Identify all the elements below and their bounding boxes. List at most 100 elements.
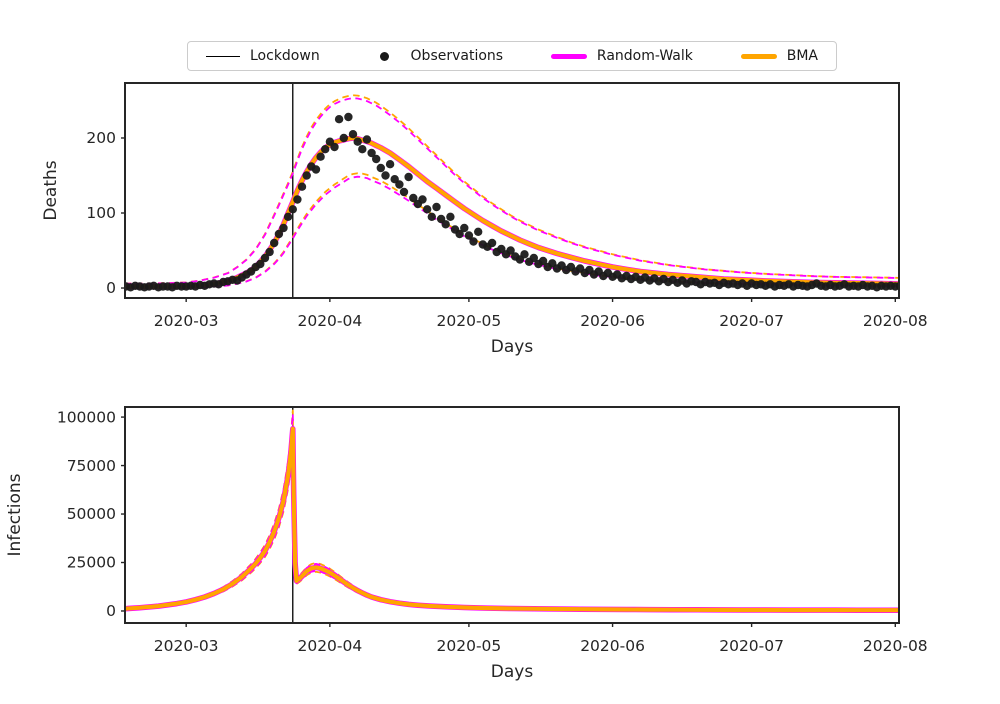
y-tick-label: 25000 [67, 554, 116, 572]
observation-dot [358, 145, 367, 154]
y-axis-label: Deaths [41, 160, 61, 220]
x-tick-label: 2020-04 [297, 312, 362, 330]
legend-label-lockdown: Lockdown [250, 48, 320, 64]
x-tick-label: 2020-03 [154, 637, 219, 655]
observation-dot [362, 135, 372, 144]
observation-dot [404, 172, 413, 182]
y-tick-label: 100 [86, 204, 116, 222]
observation-dot [270, 238, 279, 248]
legend-label-bma: BMA [786, 48, 818, 64]
x-tick-label: 2020-06 [580, 637, 645, 655]
observation-dot [302, 171, 311, 180]
observation-dot [288, 205, 297, 214]
observation-dot [464, 231, 474, 240]
series-bma-mean [125, 426, 899, 613]
observation-dot [474, 227, 483, 236]
observation-dot [297, 182, 307, 191]
observation-dot [348, 130, 358, 139]
observation-dot [432, 202, 441, 212]
observation-dot [274, 229, 284, 239]
series-random-walk-mean [125, 135, 899, 290]
observation-dot [256, 259, 265, 269]
observation-dot [469, 237, 478, 246]
legend: Lockdown Observations Random-Walk BMA [187, 41, 837, 71]
axes-frame [124, 406, 900, 624]
legend-item-lockdown: Lockdown [206, 48, 320, 64]
deaths-chart: 2020-03 2020-04 2020-05 2020-06 2020-07 2020-… [41, 82, 928, 357]
y-axis-label: Infections [5, 473, 25, 556]
observation-dot [446, 212, 455, 221]
x-tick-label: 2020-08 [863, 312, 928, 330]
observation-dot [283, 212, 293, 221]
x-axis-label: Days [491, 337, 534, 357]
observation-dot [353, 137, 362, 146]
y-tick-label: 100000 [57, 408, 116, 426]
x-tick-label: 2020-08 [863, 637, 928, 655]
observation-dot [395, 180, 404, 189]
y-tick-label: 50000 [67, 505, 116, 523]
series-bma-lower-95-bound [125, 172, 899, 289]
observation-dot [344, 112, 353, 122]
observation-dot [506, 246, 515, 255]
x-tick-label: 2020-03 [154, 312, 219, 330]
series-random-walk-lower-95-bound [125, 175, 899, 289]
legend-item-random-walk: Random-Walk [550, 48, 693, 64]
observation-dot [381, 171, 390, 180]
series-random-walk-upper-95-bound [125, 97, 899, 285]
observation-dot [487, 238, 497, 248]
y-tick-label: 0 [106, 279, 116, 297]
observation-dot [279, 223, 288, 233]
y-tick-label: 0 [106, 602, 116, 620]
observation-dot [455, 229, 464, 239]
observation-dot [427, 212, 436, 221]
observation-dot [293, 195, 302, 204]
y-tick-label: 75000 [67, 457, 116, 475]
legend-item-bma: BMA [740, 48, 818, 64]
observations-dot-icon [379, 51, 389, 61]
series-random-walk-mean [125, 425, 899, 613]
x-tick-label: 2020-07 [719, 637, 784, 655]
observation-dot [334, 115, 344, 124]
lockdown-line-icon [206, 55, 240, 57]
x-tick-label: 2020-04 [297, 637, 362, 655]
observation-dot [460, 223, 469, 233]
observation-dot [316, 152, 325, 161]
x-tick-label: 2020-05 [437, 637, 502, 655]
series-bma-mean [125, 135, 899, 289]
legend-item-observations: Observations [368, 48, 504, 64]
infections-chart: 2020-03 2020-04 2020-05 2020-06 2020-07 2020-… [5, 406, 928, 682]
observation-dot [538, 256, 548, 266]
series-bma-lower-95-bound [125, 445, 899, 612]
observation-dot [529, 253, 538, 263]
observation-dot [260, 253, 270, 263]
series-random-walk-lower-95-bound [125, 442, 899, 612]
legend-label-random-walk: Random-Walk [596, 48, 693, 64]
observation-dot [311, 165, 321, 174]
observation-dot [520, 250, 529, 259]
observation-dot [339, 133, 348, 143]
axes-frame [124, 82, 900, 299]
x-tick-label: 2020-07 [719, 312, 784, 330]
observation-dot [372, 154, 381, 164]
bma-line-icon [740, 53, 777, 59]
observation-dot [376, 163, 385, 173]
y-tick-label: 200 [86, 129, 116, 147]
random-walk-line-icon [550, 53, 587, 59]
observation-dot [409, 193, 418, 203]
observation-dot [399, 187, 409, 197]
observation-dot [367, 148, 376, 158]
observation-dot [265, 247, 274, 257]
observation-dot [321, 145, 330, 154]
x-tick-label: 2020-05 [437, 312, 502, 330]
observation-dot [423, 205, 432, 214]
legend-label-observations: Observations [410, 48, 504, 64]
x-tick-label: 2020-06 [580, 312, 645, 330]
observation-dot [330, 142, 339, 152]
observation-dot [418, 195, 427, 204]
observation-dot [441, 220, 450, 229]
x-axis-label: Days [491, 662, 534, 682]
observations-points [125, 112, 899, 292]
observation-dot [385, 160, 395, 169]
